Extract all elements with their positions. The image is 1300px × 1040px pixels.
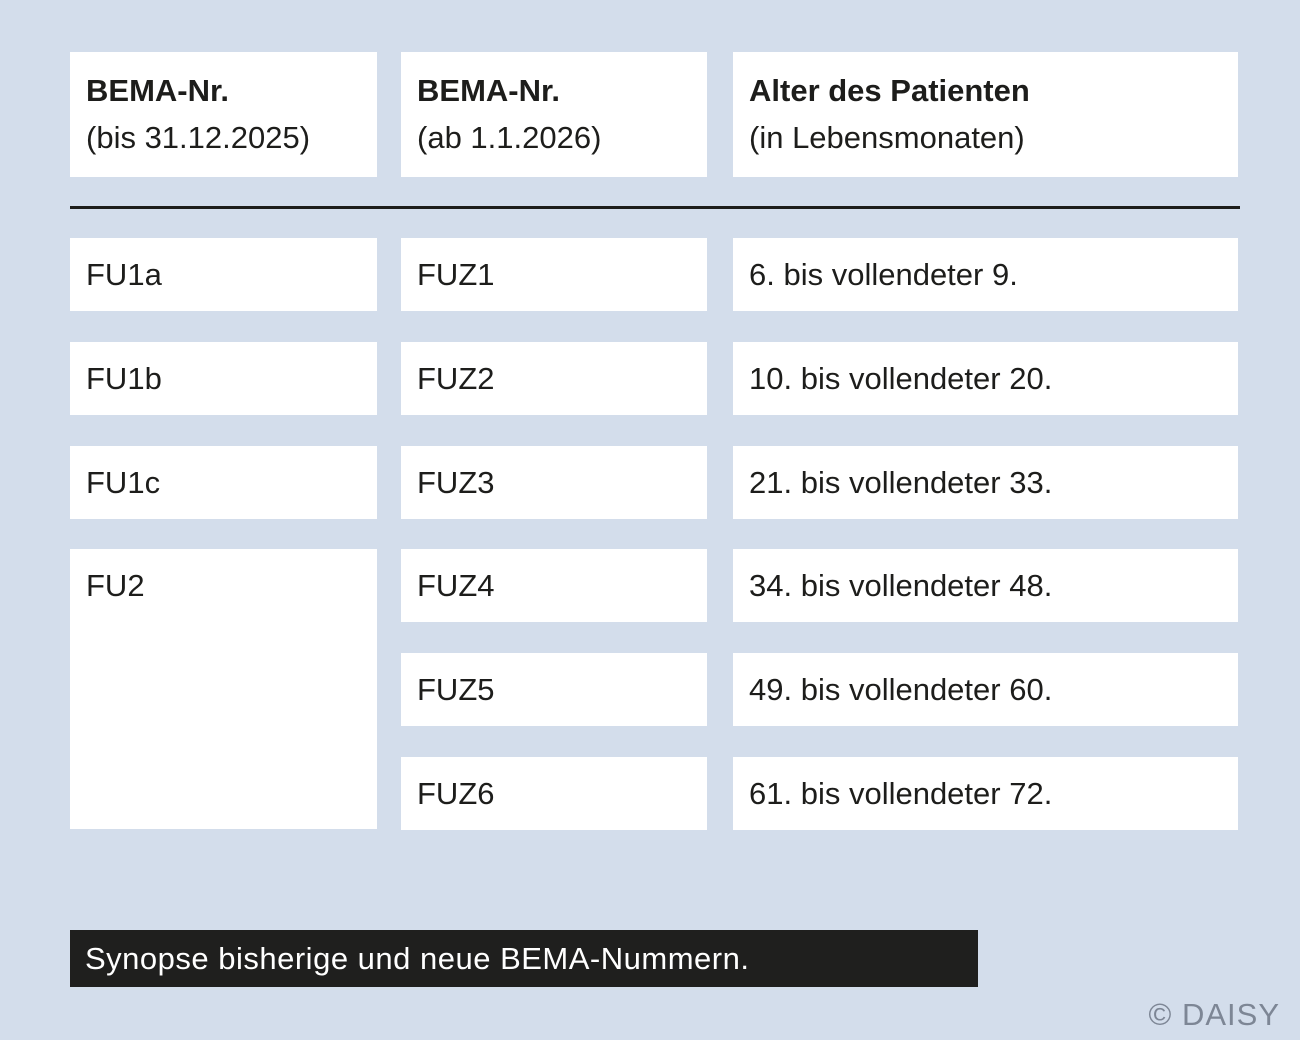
- new-code-cell-fuz1: FUZ1: [401, 238, 707, 311]
- new-code-cell-fuz2: FUZ2: [401, 342, 707, 415]
- header-old-bema-title: BEMA-Nr.: [86, 73, 229, 108]
- header-new-bema-number: BEMA-Nr. (ab 1.1.2026): [401, 52, 707, 177]
- new-code-cell-fuz4: FUZ4: [401, 549, 707, 622]
- old-code-cell-fu1c: FU1c: [70, 446, 377, 519]
- header-patient-age: Alter des Patienten (in Lebensmonaten): [733, 52, 1238, 177]
- new-code-cell-fuz6: FUZ6: [401, 757, 707, 830]
- age-range-cell-2: 10. bis vollendeter 20.: [733, 342, 1238, 415]
- header-patient-age-title: Alter des Patienten: [749, 73, 1030, 108]
- age-range-cell-4: 34. bis vollendeter 48.: [733, 549, 1238, 622]
- age-range-cell-5: 49. bis vollendeter 60.: [733, 653, 1238, 726]
- header-old-bema-number: BEMA-Nr. (bis 31.12.2025): [70, 52, 377, 177]
- old-code-cell-fu1b: FU1b: [70, 342, 377, 415]
- header-old-bema-subtitle: (bis 31.12.2025): [86, 120, 311, 155]
- age-range-cell-6: 61. bis vollendeter 72.: [733, 757, 1238, 830]
- header-new-bema-title: BEMA-Nr.: [417, 73, 560, 108]
- caption-bar: Synopse bisherige und neue BEMA-Nummern.: [70, 930, 978, 987]
- new-code-cell-fuz3: FUZ3: [401, 446, 707, 519]
- old-code-cell-fu2-rowspan: FU2: [70, 549, 377, 829]
- age-range-cell-1: 6. bis vollendeter 9.: [733, 238, 1238, 311]
- header-divider-line: [70, 206, 1240, 209]
- age-range-cell-3: 21. bis vollendeter 33.: [733, 446, 1238, 519]
- old-code-cell-fu1a: FU1a: [70, 238, 377, 311]
- header-patient-age-subtitle: (in Lebensmonaten): [749, 120, 1025, 155]
- copyright-credit: © DAISY: [1148, 997, 1280, 1032]
- new-code-cell-fuz5: FUZ5: [401, 653, 707, 726]
- header-new-bema-subtitle: (ab 1.1.2026): [417, 120, 602, 155]
